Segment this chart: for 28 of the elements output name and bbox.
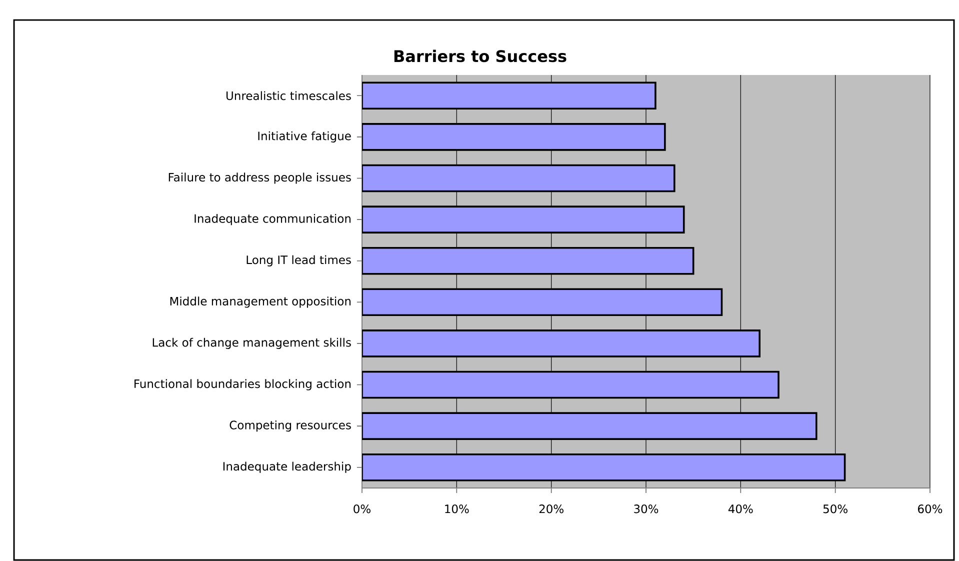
y-tick-label: Inadequate leadership	[223, 462, 351, 473]
y-tick-label: Long IT lead times	[246, 255, 351, 266]
x-tick-label: 40%	[728, 504, 753, 514]
x-tick-label: 10%	[445, 504, 469, 514]
bar	[362, 330, 760, 358]
bar	[362, 123, 666, 151]
y-tick-label: Unrealistic timescales	[226, 91, 351, 100]
chart-title: Barriers to Success	[394, 50, 566, 62]
y-tick-label: Competing resources	[230, 420, 351, 432]
x-tick-label: 60%	[918, 504, 942, 514]
y-tick-label: Inadequate communication	[194, 214, 350, 226]
x-tick-label: 0%	[354, 504, 370, 514]
y-tick-label: Initiative fatigue	[258, 131, 351, 143]
x-tick-label: 30%	[634, 504, 658, 514]
bar	[362, 82, 656, 110]
y-tick-label: Functional boundaries blocking action	[134, 379, 351, 390]
bar	[362, 412, 818, 440]
bar	[362, 206, 685, 234]
bar	[362, 164, 676, 192]
y-tick-label: Middle management opposition	[170, 296, 350, 308]
x-tick-label: 50%	[823, 504, 848, 514]
bar	[362, 453, 846, 482]
bar	[362, 370, 780, 399]
y-tick-label: Lack of change management skills	[152, 338, 351, 349]
bar	[362, 246, 694, 275]
x-tick-label: 20%	[539, 504, 564, 514]
bar	[362, 288, 723, 316]
y-tick-label: Failure to address people issues	[168, 172, 351, 184]
